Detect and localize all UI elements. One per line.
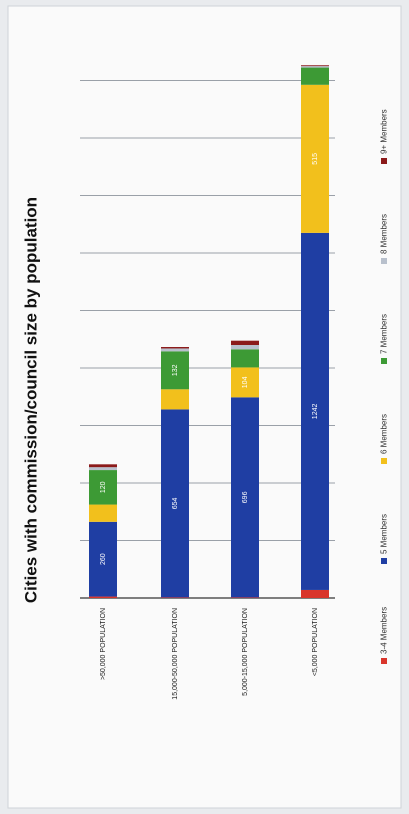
bar-segment [161,351,189,390]
legend-label: 3-4 Members [380,607,389,654]
bar-segment [231,345,259,350]
bar-segment [89,504,117,522]
bar-segment [231,597,259,598]
legend-swatch [381,358,387,364]
bar-segment [161,409,189,598]
bar-segment [301,589,329,598]
legend-label: 5 Members [380,514,389,554]
data-label: 120 [100,481,107,493]
bar-segment [89,470,117,505]
bar-segment [231,367,259,398]
bar-segment [231,340,259,345]
chart-title: Cities with commission/council size by p… [21,197,40,603]
chart-background [7,5,402,809]
data-label: 260 [100,553,107,565]
category-label: 5,000-15,000 POPULATION [242,608,249,696]
bar-segment [301,66,329,68]
bar-segment [301,84,329,233]
bar-segment [161,597,189,598]
bar-segment [89,596,117,598]
legend-swatch [381,458,387,464]
bar-segment [161,347,189,349]
data-label: 104 [242,376,249,388]
bar-segment [231,397,259,598]
data-label: 132 [172,364,179,376]
legend-label: 8 Members [380,214,389,254]
legend-swatch [381,258,387,264]
data-label: 1242 [312,404,319,420]
category-label: 15,000-50,000 POPULATION [172,608,179,700]
bar-segment [301,65,329,67]
data-label: 696 [242,491,249,503]
data-label: 515 [312,153,319,165]
legend-label: 6 Members [380,414,389,454]
category-label: >50,000 POPULATION [100,608,107,680]
category-label: <5,000 POPULATION [312,608,319,676]
bar-segment [89,464,117,468]
legend-swatch [381,158,387,164]
bar-segment [161,389,189,410]
legend-label: 7 Members [380,314,389,354]
rotated-chart: Cities with commission/council size by p… [21,65,389,700]
legend-label: 9+ Members [380,109,389,154]
legend-swatch [381,658,387,664]
bar-segment [89,467,117,471]
bar-segment [301,232,329,590]
bar-segment [231,349,259,368]
data-label: 654 [172,497,179,509]
bar-segment [301,67,329,85]
bar-segment [89,521,117,597]
bar-segment [161,348,189,352]
legend-swatch [381,558,387,564]
